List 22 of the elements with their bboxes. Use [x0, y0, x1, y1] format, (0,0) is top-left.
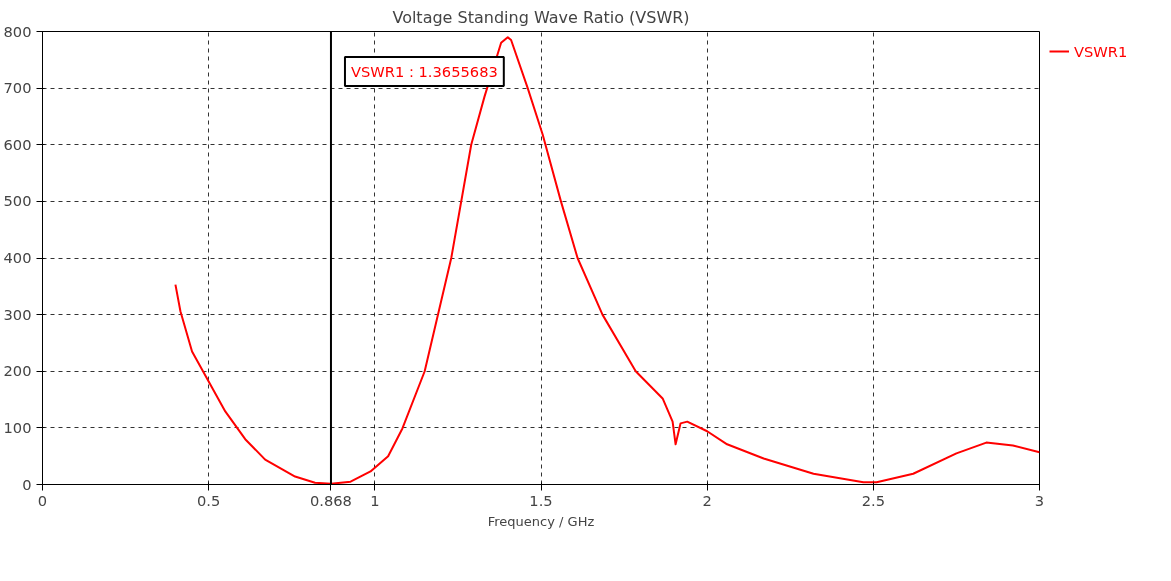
ref-line-label: 0.868	[309, 491, 352, 509]
x-tick-label: 2	[702, 491, 712, 509]
y-tick-label: 300	[3, 305, 32, 323]
y-tick-label: 200	[3, 362, 32, 380]
x-tick-label: 0.5	[197, 491, 221, 509]
y-tick-label: 100	[3, 418, 32, 436]
x-axis-title: Frequency / GHz	[487, 513, 595, 529]
y-tick-label: 800	[3, 22, 32, 40]
y-tick-label: 400	[3, 249, 32, 266]
line-series	[174, 36, 1040, 485]
y-tick-label: 700	[3, 79, 32, 97]
x-tick-label: 3	[1034, 491, 1045, 509]
annotation: VSWR1 : 1.3655683	[350, 63, 498, 80]
x-tick-label: 2.5	[861, 491, 885, 509]
y-tick-label: 500	[3, 192, 32, 210]
y-tick-label: 600	[3, 135, 32, 153]
chart-title: Voltage Standing Wave Ratio (VSWR)	[392, 7, 690, 27]
x-tick-label: 1.5	[529, 491, 553, 509]
x-tick-label: 0	[37, 491, 48, 509]
legend-label: VSWR1	[1074, 42, 1128, 60]
x-tick-label: 1	[370, 491, 380, 509]
y-tick-label: 0	[22, 475, 32, 493]
